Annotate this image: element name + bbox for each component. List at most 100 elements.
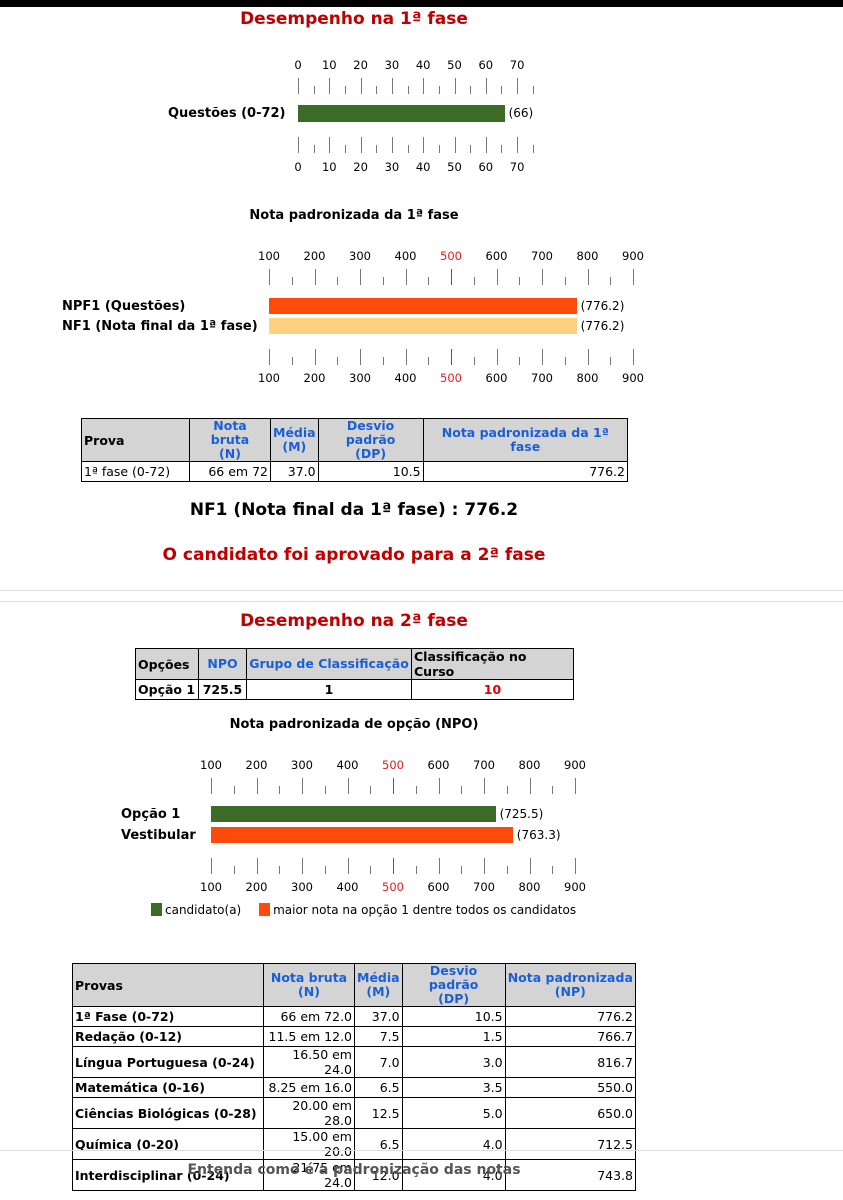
- bar-label: Opção 1: [121, 807, 181, 822]
- phase1-table: Prova Nota bruta (N) Média (M) Desvio pa…: [81, 418, 629, 482]
- cell-media: 7.5: [354, 1026, 403, 1047]
- axis-tick: [211, 778, 212, 794]
- cell-prova: 1ª Fase (0-72): [72, 1006, 264, 1027]
- cell-prova: Interdisciplinar (0-24): [72, 1159, 264, 1191]
- axis-tick: [423, 137, 425, 153]
- axis-minor-tick: [461, 786, 463, 794]
- top-bar: [0, 0, 843, 7]
- axis-tick-label: 200: [245, 758, 268, 772]
- approval-status: O candidato foi aprovado para a 2ª fase: [162, 545, 546, 565]
- cell-desvio: 3.5: [401, 1077, 506, 1098]
- bar-label: NF1 (Nota final da 1ª fase): [62, 319, 258, 334]
- axis-tick: [269, 349, 270, 365]
- cell-nota-padronizada: 776.2: [504, 1006, 637, 1027]
- axis-tick: [496, 269, 498, 285]
- col-opcoes: Opções: [135, 648, 199, 680]
- axis-tick: [347, 858, 349, 874]
- axis-tick-label: 50: [447, 160, 462, 174]
- axis-minor-tick: [428, 357, 430, 365]
- axis-minor-tick: [564, 277, 566, 285]
- col-nota-bruta: Nota bruta (N): [189, 418, 271, 462]
- padronizacao-link[interactable]: Entenda como é a padronização das notas: [187, 1162, 521, 1178]
- cell-media: 37.0: [270, 461, 319, 482]
- axis-tick: [484, 778, 485, 794]
- axis-minor-tick: [291, 357, 293, 365]
- divider: [0, 601, 843, 602]
- axis-tick-label: 40: [415, 160, 431, 174]
- axis-tick-label: 40: [415, 58, 431, 72]
- axis-tick-label: 500: [440, 371, 462, 385]
- cell-nota-padronizada: 816.7: [504, 1046, 637, 1078]
- cell-nota-padronizada: 550.0: [504, 1077, 637, 1098]
- axis-tick: [329, 137, 331, 153]
- cell-desvio: 1.5: [401, 1026, 506, 1047]
- axis-tick-label: 600: [427, 880, 450, 894]
- axis-tick: [405, 349, 407, 365]
- axis-minor-tick: [501, 145, 503, 153]
- axis-tick-label: 700: [473, 880, 495, 894]
- cell-nota-bruta: 8.25 em 16.0: [263, 1077, 355, 1098]
- axis-minor-tick: [324, 866, 326, 874]
- bar-value: (725.5): [499, 807, 544, 821]
- axis-minor-tick: [506, 786, 508, 794]
- axis-minor-tick: [291, 277, 293, 285]
- legend-label: maior nota na opção 1 dentre todos os ca…: [273, 903, 577, 917]
- nf1-summary: NF1 (Nota final da 1ª fase) : 776.2: [189, 500, 519, 520]
- axis-tick: [587, 349, 589, 365]
- legend-item: candidato(a): [151, 903, 241, 917]
- cell-npo: 725.5: [198, 679, 247, 700]
- axis-tick: [454, 78, 456, 94]
- cell-nota-bruta: 15.00 em 20.0: [263, 1128, 355, 1160]
- col-media: Média (M): [270, 418, 319, 462]
- legend-swatch: [259, 903, 271, 916]
- axis-minor-tick: [370, 786, 372, 794]
- cell-desvio: 4.0: [401, 1128, 506, 1160]
- cell-media: 12.5: [354, 1097, 403, 1129]
- axis-tick: [360, 349, 361, 365]
- axis-tick: [485, 137, 487, 153]
- axis-tick: [529, 858, 531, 874]
- bar: [211, 827, 513, 843]
- axis-minor-tick: [564, 357, 566, 365]
- axis-minor-tick: [279, 786, 281, 794]
- axis-tick-label: 600: [485, 371, 508, 385]
- axis-minor-tick: [473, 357, 475, 365]
- axis-minor-tick: [313, 86, 315, 94]
- axis-minor-tick: [470, 86, 472, 94]
- axis-tick-label: 400: [336, 880, 359, 894]
- axis-minor-tick: [313, 145, 315, 153]
- axis-minor-tick: [428, 277, 430, 285]
- axis-tick-label: 500: [440, 249, 462, 263]
- axis-tick: [393, 858, 394, 874]
- col-desvio: Desvio padrão (DP): [401, 963, 506, 1007]
- axis-tick-label: 200: [303, 249, 326, 263]
- cell-prova: Língua Portuguesa (0-24): [72, 1046, 264, 1078]
- cell-media: 37.0: [354, 1006, 403, 1027]
- bar-value: (66): [508, 106, 534, 120]
- axis-minor-tick: [415, 786, 417, 794]
- cell-nota-padronizada: 766.7: [504, 1026, 637, 1047]
- axis-tick-label: 30: [384, 160, 400, 174]
- legend-item: maior nota na opção 1 dentre todos os ca…: [259, 903, 576, 917]
- bar-label: Questões (0-72): [168, 106, 286, 121]
- axis-tick: [517, 78, 519, 94]
- legend-swatch: [151, 903, 162, 916]
- axis-tick: [211, 858, 212, 874]
- axis-minor-tick: [519, 277, 521, 285]
- axis-tick: [633, 269, 634, 285]
- axis-tick: [485, 78, 487, 94]
- axis-tick-label: 200: [303, 371, 326, 385]
- axis-minor-tick: [233, 786, 235, 794]
- table-row: Redação (0-12) 11.5 em 12.0 7.5 1.5 766.7: [72, 1026, 637, 1047]
- axis-tick-label: 400: [394, 249, 417, 263]
- legend: candidato(a) maior nota na opção 1 dentr…: [151, 903, 576, 917]
- axis-tick-label: 300: [291, 758, 313, 772]
- axis-tick-label: 0: [294, 160, 302, 174]
- axis-minor-tick: [610, 277, 612, 285]
- bar: [298, 105, 505, 122]
- cell-media: 6.5: [354, 1077, 403, 1098]
- cell-nota-padronizada: 743.8: [504, 1159, 637, 1191]
- axis-minor-tick: [279, 866, 281, 874]
- axis-minor-tick: [376, 86, 378, 94]
- legend-label: candidato(a): [165, 903, 242, 917]
